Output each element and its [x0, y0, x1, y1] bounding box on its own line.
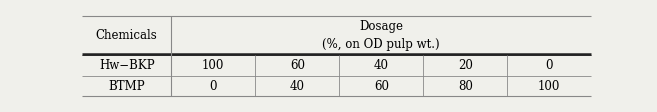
- Text: 0: 0: [210, 80, 217, 93]
- Text: 80: 80: [458, 80, 473, 93]
- Text: (%, on OD pulp wt.): (%, on OD pulp wt.): [323, 38, 440, 51]
- Text: Hw−BKP: Hw−BKP: [99, 59, 154, 72]
- Text: 20: 20: [458, 59, 473, 72]
- Text: 100: 100: [202, 59, 225, 72]
- Text: 60: 60: [290, 59, 305, 72]
- Text: BTMP: BTMP: [108, 80, 145, 93]
- Text: 100: 100: [538, 80, 560, 93]
- Text: 40: 40: [290, 80, 305, 93]
- Text: 60: 60: [374, 80, 389, 93]
- Text: Chemicals: Chemicals: [96, 29, 158, 42]
- Text: 0: 0: [545, 59, 553, 72]
- Text: Dosage: Dosage: [359, 20, 403, 33]
- Text: 40: 40: [374, 59, 389, 72]
